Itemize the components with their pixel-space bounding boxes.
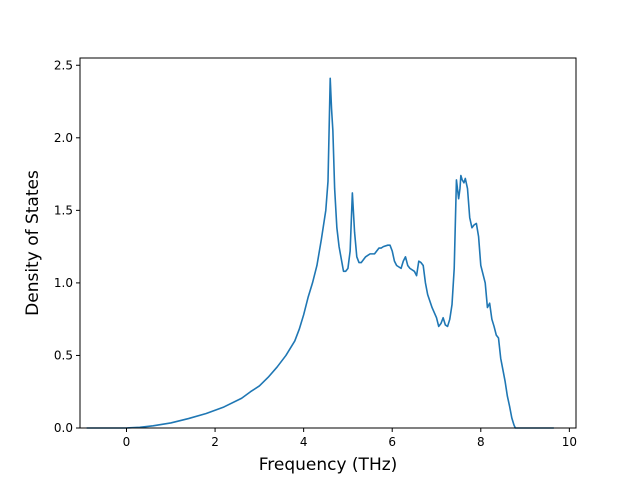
- x-axis: 0 2 4 6 8 10: [123, 428, 577, 449]
- y-axis: 0.0 0.5 1.0 1.5 2.0 2.5: [54, 58, 80, 435]
- plot-area: [80, 58, 576, 428]
- y-tick-label: 0.5: [54, 348, 73, 362]
- x-axis-title: Frequency (THz): [259, 455, 398, 475]
- x-tick-label: 8: [477, 435, 485, 449]
- x-tick-label: 2: [211, 435, 219, 449]
- y-tick-label: 0.0: [54, 421, 73, 435]
- x-tick-label: 10: [562, 435, 577, 449]
- y-tick-label: 2.5: [54, 58, 73, 72]
- y-axis-title: Density of States: [23, 170, 43, 316]
- y-tick-label: 2.0: [54, 131, 73, 145]
- axes-frame: [79, 57, 577, 429]
- series-layer: [86, 77, 554, 429]
- x-tick-label: 4: [300, 435, 308, 449]
- x-tick-label: 6: [388, 435, 396, 449]
- dos-series-line: [86, 77, 554, 429]
- x-tick-label: 0: [123, 435, 131, 449]
- y-tick-label: 1.0: [54, 276, 73, 290]
- y-tick-label: 1.5: [54, 203, 73, 217]
